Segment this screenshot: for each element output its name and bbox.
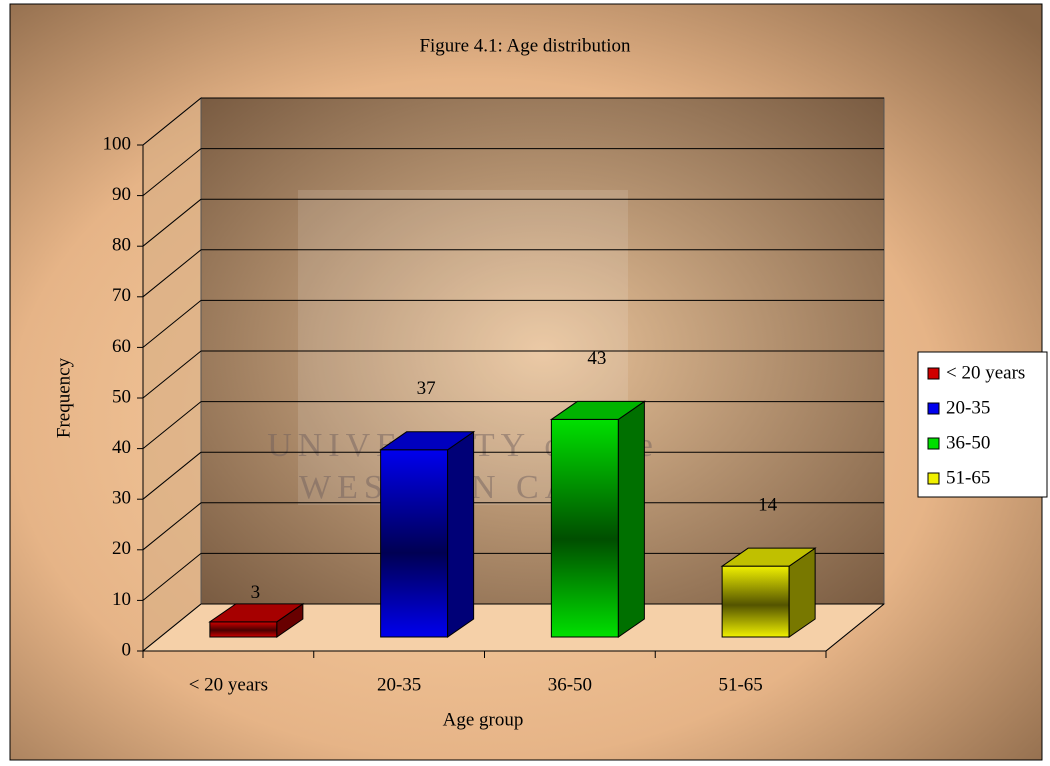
x-tick-label: 20-35 bbox=[377, 674, 421, 695]
legend-swatch bbox=[927, 402, 940, 415]
grid-line bbox=[142, 553, 202, 601]
value-label: 43 bbox=[587, 348, 606, 369]
x-axis-depth bbox=[825, 603, 885, 652]
bar-side bbox=[447, 430, 475, 638]
x-tick-label: 36-50 bbox=[548, 674, 592, 695]
grid-line bbox=[142, 198, 202, 247]
y-tick-label: 0 bbox=[122, 639, 132, 660]
bar-top bbox=[208, 603, 305, 623]
legend-swatch bbox=[927, 437, 940, 450]
grid-line bbox=[142, 451, 202, 500]
x-tick-label: < 20 years bbox=[189, 674, 268, 695]
legend-swatch bbox=[927, 472, 940, 485]
grid-line bbox=[142, 502, 202, 551]
grid-line bbox=[142, 249, 202, 298]
legend-label: < 20 years bbox=[946, 362, 1025, 383]
bar bbox=[550, 418, 619, 638]
value-label: 3 bbox=[251, 582, 261, 603]
y-tick-label: 100 bbox=[103, 133, 132, 154]
y-axis-label: Frequency bbox=[53, 357, 74, 438]
grid-line bbox=[142, 97, 202, 146]
bar bbox=[721, 565, 790, 638]
grid-line bbox=[142, 401, 202, 449]
bar bbox=[209, 621, 278, 638]
y-tick-label: 30 bbox=[112, 488, 131, 509]
y-tick-label: 70 bbox=[112, 285, 131, 306]
y-tick-label: 10 bbox=[112, 589, 131, 610]
bar-top bbox=[379, 431, 476, 451]
legend-label: 51-65 bbox=[946, 467, 990, 488]
value-label: 14 bbox=[758, 495, 778, 516]
grid-line bbox=[142, 300, 202, 348]
legend-label: 36-50 bbox=[946, 432, 990, 453]
y-tick-label: 40 bbox=[112, 437, 131, 458]
bar-top bbox=[549, 400, 646, 420]
value-label: 37 bbox=[417, 378, 436, 399]
y-tick-label: 80 bbox=[112, 235, 131, 256]
legend-swatch bbox=[927, 367, 940, 380]
grid-line bbox=[142, 350, 202, 399]
bar bbox=[380, 449, 449, 638]
x-tick-label: 51-65 bbox=[718, 674, 762, 695]
y-tick-label: 50 bbox=[112, 386, 131, 407]
y-tick-label: 90 bbox=[112, 184, 131, 205]
grid-line bbox=[142, 603, 202, 652]
y-tick-label: 60 bbox=[112, 336, 131, 357]
y-tick-label: 20 bbox=[112, 538, 131, 559]
bar-side bbox=[617, 400, 645, 638]
bar-top bbox=[720, 547, 817, 567]
chart-title: Figure 4.1: Age distribution bbox=[419, 35, 631, 56]
legend-label: 20-35 bbox=[946, 397, 990, 418]
x-axis-label: Age group bbox=[443, 709, 524, 730]
grid-line bbox=[142, 148, 202, 196]
